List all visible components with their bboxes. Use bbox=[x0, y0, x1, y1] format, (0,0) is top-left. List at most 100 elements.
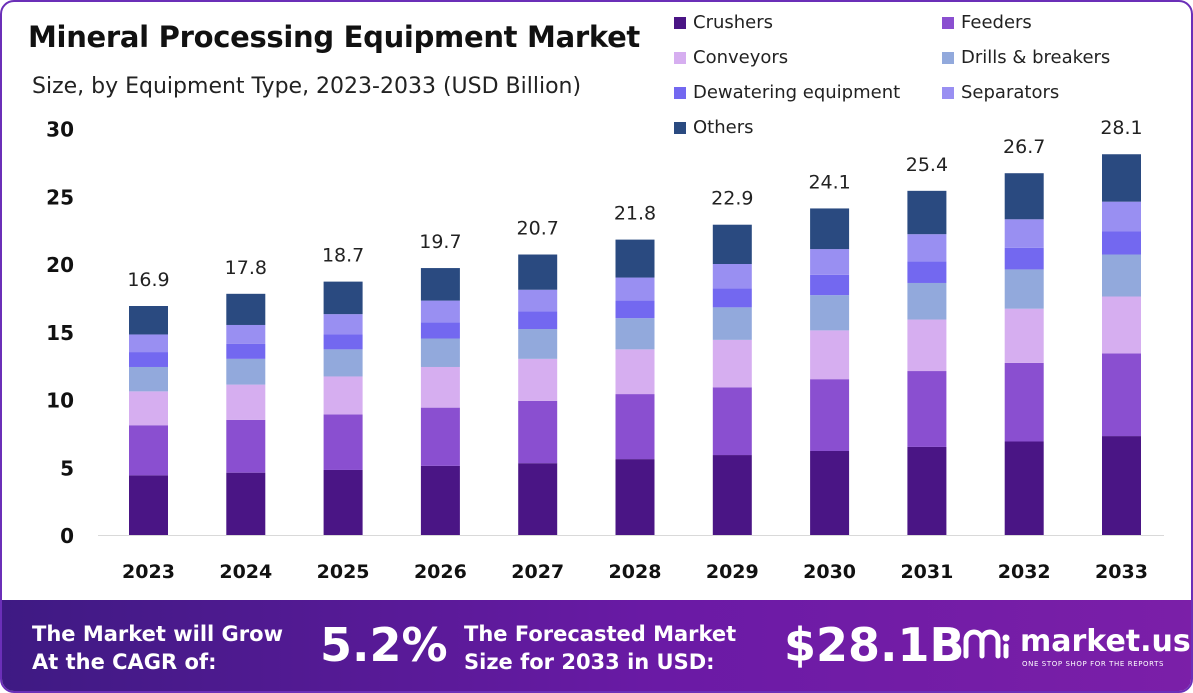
bar-segment bbox=[615, 394, 655, 460]
bar-segment bbox=[323, 314, 363, 335]
bar-segment bbox=[420, 366, 460, 408]
legend-label: Others bbox=[693, 117, 754, 138]
bar-segment bbox=[907, 190, 947, 235]
bar-segment bbox=[518, 289, 558, 312]
bar-segment bbox=[518, 329, 558, 359]
chart-title: Mineral Processing Equipment Market bbox=[28, 20, 640, 54]
bar-segment bbox=[712, 339, 752, 388]
bar-segment bbox=[712, 387, 752, 456]
x-tick-label: 2030 bbox=[803, 561, 856, 583]
bar-segment bbox=[1102, 254, 1141, 297]
y-tick-label: 0 bbox=[60, 524, 74, 548]
summary-banner: The Market will Grow At the CAGR of: 5.2… bbox=[2, 600, 1191, 691]
bar-segment bbox=[226, 472, 266, 535]
legend-label: Conveyors bbox=[693, 47, 789, 68]
y-tick-label: 30 bbox=[46, 118, 74, 142]
legend-item: Feeders bbox=[942, 12, 1032, 33]
bar-segment bbox=[226, 293, 266, 325]
brand-block: market.us ONE STOP SHOP FOR THE REPORTS bbox=[962, 624, 1191, 680]
bar-total-label: 24.1 bbox=[808, 171, 850, 193]
bar-segment bbox=[615, 349, 655, 395]
bar-segment bbox=[810, 379, 850, 451]
bar-segment bbox=[712, 307, 752, 340]
bar-segment bbox=[129, 366, 168, 392]
bar-segment bbox=[1102, 436, 1141, 535]
bar-segment bbox=[810, 330, 850, 380]
bar-segment bbox=[1004, 362, 1044, 442]
cagr-label: The Market will Grow At the CAGR of: bbox=[32, 620, 312, 676]
market-us-logo-icon bbox=[963, 629, 1010, 659]
bar-segment bbox=[1004, 219, 1044, 248]
bar-segment bbox=[615, 277, 655, 301]
bar-segment bbox=[810, 249, 850, 275]
bar-segment bbox=[323, 349, 363, 377]
bar-segment bbox=[615, 300, 655, 319]
bar-total-label: 22.9 bbox=[711, 188, 753, 210]
bar-segment bbox=[907, 371, 947, 447]
legend-label: Drills & breakers bbox=[961, 47, 1111, 68]
x-tick-label: 2027 bbox=[511, 561, 564, 583]
legend-swatch bbox=[942, 16, 954, 29]
bar-segment bbox=[810, 208, 850, 250]
stacked-bar-chart: 05101520253016.9202317.8202418.7202519.7… bbox=[46, 117, 1164, 583]
legend-swatch bbox=[674, 16, 686, 29]
bar-segment bbox=[226, 419, 266, 473]
y-tick-label: 20 bbox=[46, 253, 74, 277]
bar-segment bbox=[129, 306, 168, 335]
bar-segment bbox=[712, 224, 752, 264]
cagr-value: 5.2% bbox=[320, 618, 448, 672]
bar-total-label: 20.7 bbox=[517, 218, 559, 240]
bar-total-label: 25.4 bbox=[906, 154, 948, 176]
legend-swatch bbox=[674, 86, 686, 99]
bar-segment bbox=[1102, 353, 1141, 437]
bar-segment bbox=[1004, 247, 1044, 270]
bar-segment bbox=[615, 459, 655, 535]
legend-item: Conveyors bbox=[674, 47, 788, 68]
x-tick-label: 2025 bbox=[317, 561, 370, 583]
bar-segment bbox=[129, 425, 168, 476]
bar-segment bbox=[712, 264, 752, 289]
bar-segment bbox=[712, 288, 752, 308]
bar-segment bbox=[129, 334, 168, 353]
legend-item: Others bbox=[674, 117, 754, 138]
bar-segment bbox=[1102, 231, 1141, 255]
bar-segment bbox=[907, 446, 947, 535]
legend-label: Crushers bbox=[693, 12, 774, 33]
legend-swatch bbox=[674, 51, 686, 64]
y-tick-label: 10 bbox=[46, 389, 74, 413]
bar-segment bbox=[226, 343, 266, 359]
bar-segment bbox=[712, 455, 752, 535]
bar-segment bbox=[810, 274, 850, 296]
bar-segment bbox=[129, 475, 168, 535]
y-tick-label: 5 bbox=[60, 456, 74, 480]
bar-segment bbox=[518, 254, 558, 290]
x-tick-label: 2023 bbox=[122, 561, 175, 583]
bar-segment bbox=[907, 319, 947, 372]
bar-segment bbox=[1004, 441, 1044, 535]
x-tick-label: 2033 bbox=[1095, 561, 1148, 583]
bar-segment bbox=[226, 358, 266, 385]
bar-total-label: 28.1 bbox=[1100, 117, 1142, 139]
y-tick-label: 25 bbox=[46, 185, 74, 209]
legend-label: Dewatering equipment bbox=[693, 82, 901, 103]
bar-segment bbox=[420, 268, 460, 301]
bar-segment bbox=[1004, 269, 1044, 309]
bar-segment bbox=[420, 465, 460, 535]
bar-segment bbox=[1004, 173, 1044, 220]
bar-segment bbox=[615, 318, 655, 350]
x-tick-label: 2031 bbox=[900, 561, 953, 583]
forecast-label-line1: The Forecasted Market bbox=[464, 622, 737, 646]
legend-swatch bbox=[942, 86, 954, 99]
legend-item: Separators bbox=[942, 82, 1059, 103]
bar-segment bbox=[323, 376, 363, 415]
bar-segment bbox=[420, 300, 460, 323]
forecast-value: $28.1B bbox=[784, 618, 965, 672]
x-tick-label: 2032 bbox=[998, 561, 1051, 583]
forecast-label-line2: Size for 2033 in USD: bbox=[464, 650, 715, 674]
legend-item: Drills & breakers bbox=[942, 47, 1110, 68]
bar-segment bbox=[226, 324, 266, 344]
bar-total-label: 26.7 bbox=[1003, 136, 1045, 158]
bar-segment bbox=[1102, 201, 1141, 232]
brand-name: market.us bbox=[1020, 624, 1191, 659]
